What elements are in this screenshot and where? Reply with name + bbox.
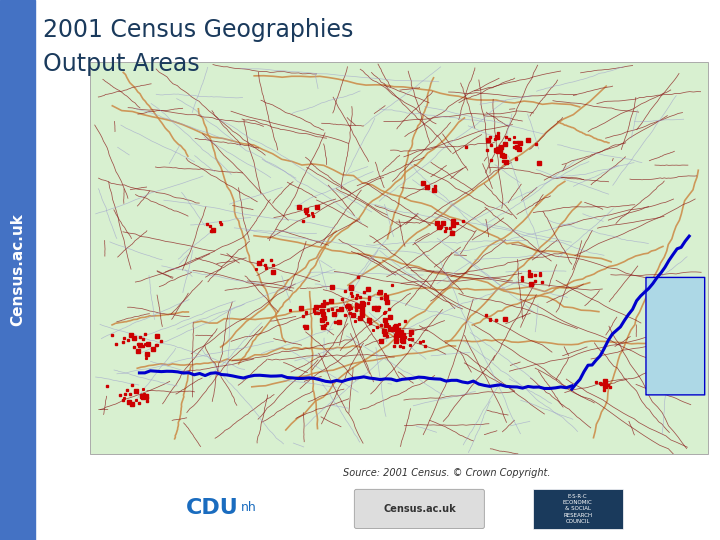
FancyBboxPatch shape (646, 278, 705, 395)
Text: Output Areas: Output Areas (42, 52, 199, 76)
Text: Census.ac.uk: Census.ac.uk (383, 504, 456, 514)
Text: Census.ac.uk: Census.ac.uk (10, 213, 24, 327)
Bar (0, 0, 35, 540)
Text: nh: nh (240, 501, 256, 514)
Text: Source: 2001 Census. © Crown Copyright.: Source: 2001 Census. © Crown Copyright. (343, 468, 550, 477)
Text: E·S·R·C
ECONOMIC
& SOCIAL
RESEARCH
COUNCIL: E·S·R·C ECONOMIC & SOCIAL RESEARCH COUNC… (563, 494, 593, 524)
Bar (90, 62, 708, 454)
Text: 2001 Census Geographies: 2001 Census Geographies (42, 18, 353, 42)
FancyBboxPatch shape (354, 489, 485, 529)
Bar (533, 489, 623, 529)
Text: CDU: CDU (186, 497, 239, 518)
